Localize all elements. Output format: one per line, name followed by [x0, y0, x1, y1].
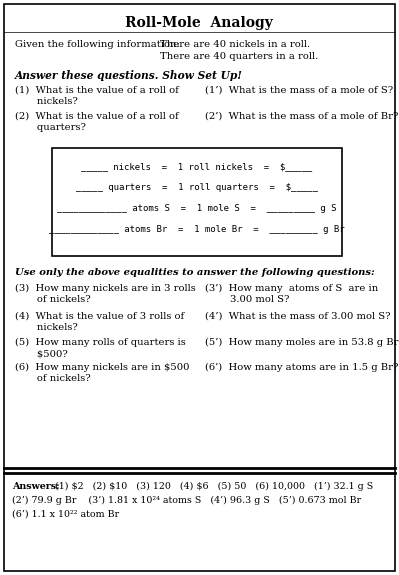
Text: (2)  What is the value of a roll of: (2) What is the value of a roll of: [15, 112, 179, 121]
Text: (2’) 79.9 g Br    (3’) 1.81 x 10²⁴ atoms S   (4’) 96.3 g S   (5’) 0.673 mol Br: (2’) 79.9 g Br (3’) 1.81 x 10²⁴ atoms S …: [12, 496, 361, 505]
Text: (2’)  What is the mass of a mole of Br?: (2’) What is the mass of a mole of Br?: [205, 112, 398, 121]
Text: (3’)  How many  atoms of S  are in: (3’) How many atoms of S are in: [205, 284, 378, 293]
Text: (4’)  What is the mass of 3.00 mol S?: (4’) What is the mass of 3.00 mol S?: [205, 312, 391, 321]
Text: of nickels?: of nickels?: [15, 374, 91, 383]
Text: (5’)  How many moles are in 53.8 g Br?: (5’) How many moles are in 53.8 g Br?: [205, 338, 399, 347]
Text: (1) $2   (2) $10   (3) 120   (4) $6   (5) 50   (6) 10,000   (1’) 32.1 g S: (1) $2 (2) $10 (3) 120 (4) $6 (5) 50 (6)…: [55, 482, 373, 491]
Text: (1’)  What is the mass of a mole of S?: (1’) What is the mass of a mole of S?: [205, 86, 393, 95]
Text: of nickels?: of nickels?: [15, 295, 91, 304]
Text: nickels?: nickels?: [15, 323, 78, 332]
Text: quarters?: quarters?: [15, 123, 86, 132]
Text: nickels?: nickels?: [15, 97, 78, 106]
Text: _____________ atoms S  =  1 mole S  =  _________ g S: _____________ atoms S = 1 mole S = _____…: [57, 204, 337, 213]
Text: (6’)  How many atoms are in 1.5 g Br?: (6’) How many atoms are in 1.5 g Br?: [205, 363, 398, 372]
Text: Answer these questions. Show Set Up!: Answer these questions. Show Set Up!: [15, 70, 243, 81]
Text: (6)  How many nickels are in $500: (6) How many nickels are in $500: [15, 363, 190, 372]
Text: _____ nickels  =  1 roll nickels  =  $_____: _____ nickels = 1 roll nickels = $_____: [81, 162, 312, 171]
Text: Given the following information:: Given the following information:: [15, 40, 180, 49]
Text: There are 40 nickels in a roll.: There are 40 nickels in a roll.: [160, 40, 310, 49]
Text: (3)  How many nickels are in 3 rolls: (3) How many nickels are in 3 rolls: [15, 284, 196, 293]
Text: _____ quarters  =  1 roll quarters  =  $_____: _____ quarters = 1 roll quarters = $____…: [76, 183, 318, 192]
Text: (4)  What is the value of 3 rolls of: (4) What is the value of 3 rolls of: [15, 312, 184, 321]
Text: (1)  What is the value of a roll of: (1) What is the value of a roll of: [15, 86, 179, 95]
Text: Answers:: Answers:: [12, 482, 59, 491]
Text: _____________ atoms Br  =  1 mole Br  =  _________ g Br: _____________ atoms Br = 1 mole Br = ___…: [49, 225, 345, 234]
Text: 3.00 mol S?: 3.00 mol S?: [205, 295, 289, 304]
Text: (5)  How many rolls of quarters is: (5) How many rolls of quarters is: [15, 338, 186, 347]
Text: There are 40 quarters in a roll.: There are 40 quarters in a roll.: [160, 52, 318, 61]
Text: (6’) 1.1 x 10²² atom Br: (6’) 1.1 x 10²² atom Br: [12, 510, 119, 519]
Bar: [52, 148, 342, 256]
Text: Use only the above equalities to answer the following questions:: Use only the above equalities to answer …: [15, 268, 375, 277]
Text: Roll-Mole  Analogy: Roll-Mole Analogy: [125, 16, 273, 30]
Text: $500?: $500?: [15, 349, 68, 358]
